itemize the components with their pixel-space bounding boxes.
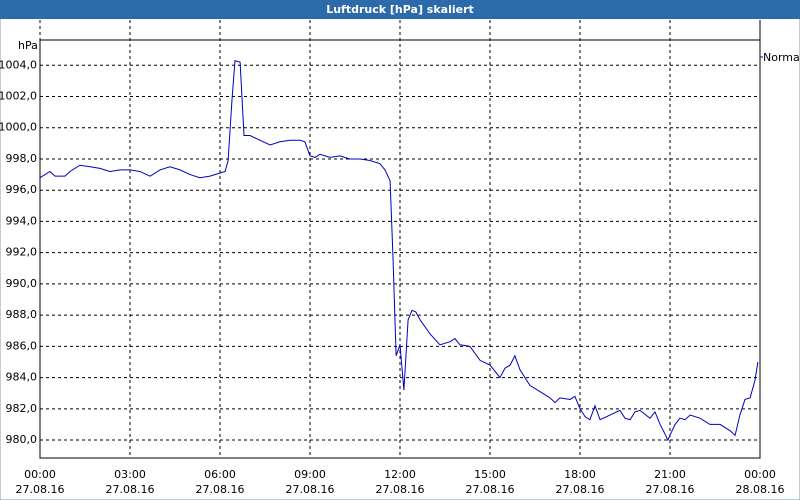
x-tick-date: 27.08.16	[646, 483, 695, 496]
x-tick-date: 27.08.16	[556, 483, 605, 496]
x-tick-date: 27.08.16	[106, 483, 155, 496]
x-tick-date: 27.08.16	[376, 483, 425, 496]
y-tick-label: 992,0	[6, 246, 38, 259]
legend-entry: Normal	[763, 51, 800, 64]
y-tick-label: 1002,0	[0, 90, 37, 103]
x-tick-date: 27.08.16	[466, 483, 515, 496]
x-tick-label: 09:00	[294, 468, 326, 481]
y-tick-label: 998,0	[6, 152, 38, 165]
x-tick-label: 15:00	[474, 468, 506, 481]
y-tick-label: 996,0	[6, 183, 38, 196]
y-tick-label: 994,0	[6, 214, 38, 227]
line-series	[39, 59, 759, 442]
y-axis-label: hPa	[18, 39, 38, 52]
x-tick-date: 27.08.16	[286, 483, 335, 496]
x-tick-label: 21:00	[654, 468, 686, 481]
title-bar	[0, 0, 800, 19]
x-tick-label: 00:00	[744, 468, 776, 481]
y-tick-label: 1004,0	[0, 58, 37, 71]
y-tick-label: 986,0	[6, 339, 38, 352]
y-tick-label: 980,0	[6, 433, 38, 446]
x-tick-date: 28.08.16	[736, 483, 785, 496]
x-tick-date: 27.08.16	[196, 483, 245, 496]
x-tick-label: 06:00	[204, 468, 236, 481]
y-tick-label: 990,0	[6, 277, 38, 290]
x-tick-label: 18:00	[564, 468, 596, 481]
x-tick-label: 12:00	[384, 468, 416, 481]
y-tick-label: 984,0	[6, 371, 38, 384]
x-tick-label: 03:00	[114, 468, 146, 481]
y-tick-label: 1000,0	[0, 121, 37, 134]
y-tick-label: 982,0	[6, 402, 38, 415]
x-tick-date: 27.08.16	[16, 483, 65, 496]
x-tick-label: 00:00	[24, 468, 56, 481]
y-tick-label: 988,0	[6, 308, 38, 321]
chart-title: Luftdruck [hPa] skaliert	[326, 3, 474, 16]
